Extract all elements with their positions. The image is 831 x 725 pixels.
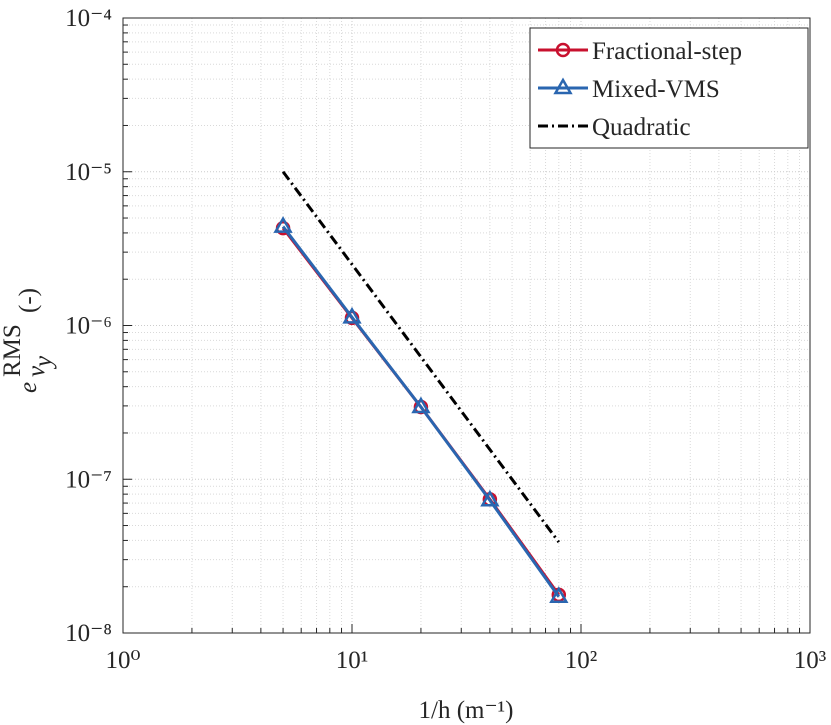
y-tick-label: 10⁻⁷: [65, 466, 112, 493]
x-tick-label: 10³: [794, 647, 827, 674]
marker: [342, 306, 362, 324]
marker: [553, 77, 573, 95]
y-label-sub: v: [23, 365, 50, 377]
x-tick-label: 10¹: [336, 647, 369, 674]
legend: Fractional-step Mixed-VMS Quadratic: [529, 27, 809, 149]
y-label-sup: RMS: [0, 324, 26, 377]
x-tick-label: 10²: [565, 647, 598, 674]
series-line: [281, 225, 561, 598]
y-tick-label: 10⁻⁶: [65, 313, 112, 340]
marks: [273, 170, 569, 604]
marker: [549, 586, 569, 604]
y-tick-label: 10⁻⁸: [65, 620, 112, 647]
marker: [480, 489, 500, 507]
x-tick-label: 10⁰: [105, 647, 140, 674]
plot-frame: [122, 17, 811, 634]
series-line: [281, 170, 561, 544]
marker: [555, 42, 571, 58]
x-axis-label: 1/h (m⁻¹): [419, 697, 514, 724]
y-axis-label: e RMS v y (-): [0, 288, 57, 393]
y-tick-label: 10⁻⁴: [65, 5, 112, 32]
marker: [273, 216, 293, 233]
y-label-subsub: y: [30, 355, 57, 370]
legend-label: Quadratic: [592, 114, 691, 141]
marker: [411, 396, 431, 414]
legend-label: Mixed-VMS: [592, 76, 720, 103]
y-tick-label: 10⁻⁵: [65, 159, 112, 186]
y-label-unit: (-): [15, 288, 42, 313]
legend-label: Fractional-step: [592, 38, 742, 65]
y-label-base: e: [15, 382, 42, 393]
